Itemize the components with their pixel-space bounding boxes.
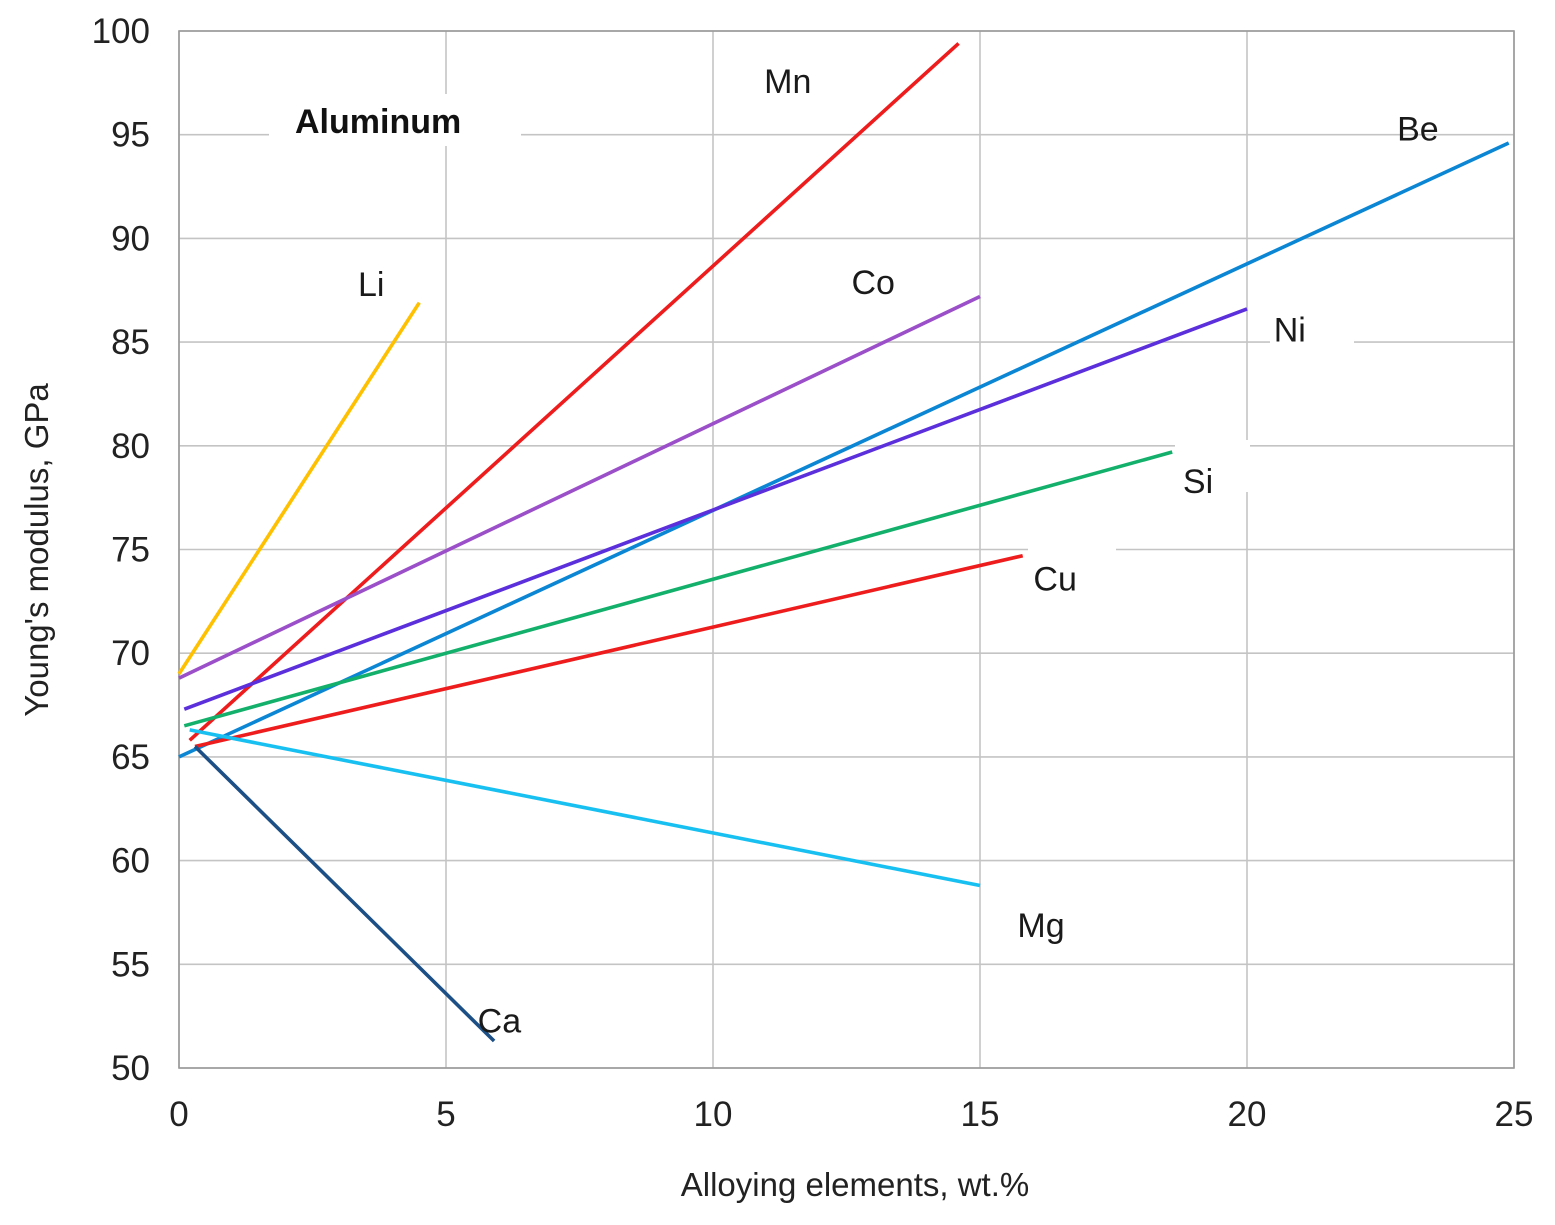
series-label-ni: Ni bbox=[1274, 312, 1306, 350]
series-label-co: Co bbox=[851, 264, 894, 302]
x-tick-label-20: 20 bbox=[1228, 1095, 1267, 1134]
series-label-mn: Mn bbox=[764, 63, 811, 101]
series-label-cu: Cu bbox=[1033, 561, 1076, 599]
label-background-2 bbox=[1175, 440, 1250, 492]
x-tick-label-0: 0 bbox=[169, 1095, 188, 1134]
series-line-cu bbox=[194, 553, 1024, 749]
y-tick-label-95: 95 bbox=[111, 116, 150, 155]
x-tick-label-5: 5 bbox=[436, 1095, 455, 1134]
x-tick-label-15: 15 bbox=[961, 1095, 1000, 1134]
series-line-co bbox=[178, 294, 981, 680]
y-tick-label-65: 65 bbox=[111, 738, 150, 777]
tick-labels: 50 55 60 65 70 75 80 85 90 95 100 0 5 10 15 20 25 bbox=[92, 12, 1534, 1134]
y-tick-label-85: 85 bbox=[111, 323, 150, 362]
y-tick-label-50: 50 bbox=[111, 1049, 150, 1088]
series-line-li bbox=[177, 301, 421, 675]
series-label-li: Li bbox=[358, 266, 384, 304]
series-label-ca: Ca bbox=[478, 1002, 522, 1040]
y-tick-label-90: 90 bbox=[111, 219, 150, 258]
series-line-mn bbox=[188, 42, 960, 742]
series-line-si bbox=[183, 450, 1173, 728]
y-tick-label-100: 100 bbox=[92, 12, 150, 51]
x-axis-title: Alloying elements, wt.% bbox=[681, 1166, 1029, 1203]
chart-title: Aluminum bbox=[295, 103, 461, 141]
series-label-be: Be bbox=[1397, 110, 1439, 148]
plot-area-frame bbox=[178, 30, 1515, 1069]
series-line-ni bbox=[183, 307, 1248, 711]
y-axis-title: Young's modulus, GPa bbox=[18, 383, 55, 717]
series-line-be bbox=[178, 141, 1510, 759]
x-tick-label-25: 25 bbox=[1495, 1095, 1534, 1134]
series-line-ca bbox=[193, 745, 496, 1043]
series-lines bbox=[177, 42, 1510, 1043]
series-labels: Li Mn Co Be Ni Si Cu Mg Ca bbox=[269, 63, 1439, 1040]
y-tick-label-70: 70 bbox=[111, 634, 150, 673]
y-tick-label-60: 60 bbox=[111, 842, 150, 881]
series-label-mg: Mg bbox=[1017, 907, 1064, 945]
label-background-3 bbox=[1028, 540, 1116, 590]
label-background-0 bbox=[269, 94, 521, 146]
y-tick-label-80: 80 bbox=[111, 427, 150, 466]
label-background-1 bbox=[1270, 300, 1354, 344]
series-label-si: Si bbox=[1183, 463, 1213, 501]
x-tick-label-10: 10 bbox=[694, 1095, 733, 1134]
series-line-mg bbox=[189, 728, 981, 888]
y-tick-label-75: 75 bbox=[111, 531, 150, 570]
y-tick-label-55: 55 bbox=[111, 945, 150, 984]
